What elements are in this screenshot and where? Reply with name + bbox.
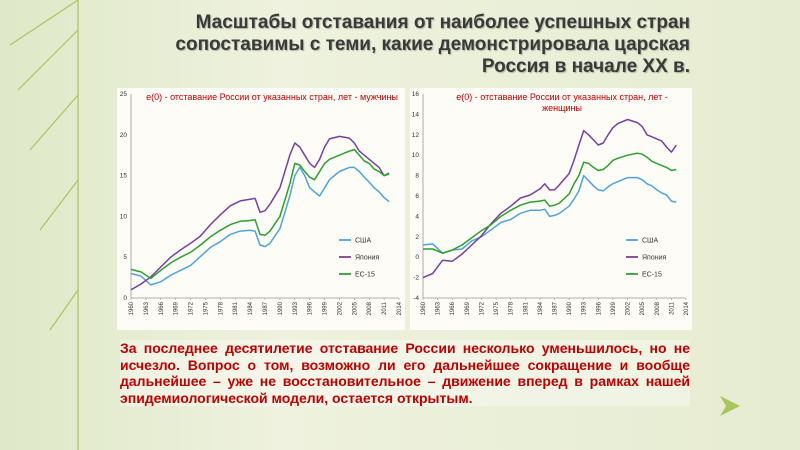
women-series-line-0 [422,174,677,254]
men-x-tick-label: 1972 [189,301,195,315]
men-x-tick-label: 1975 [203,301,209,315]
men-y-tick-label: 25 [120,91,128,98]
women-series-line-2 [423,152,677,254]
women-y-tick-label: 0 [415,254,419,261]
men-x-tick-label: 2002 [337,301,343,315]
women-x-tick-label: 2014 [684,301,690,315]
women-y-tick-label: 10 [412,152,420,159]
men-y-tick-label: 10 [120,213,128,220]
men-x-tick-label: 1969 [174,301,180,315]
women-x-tick-label: 1966 [450,301,456,315]
men-y-tick-label: 15 [120,173,128,180]
men-x-tick-label: 1987 [263,301,269,315]
men-x-tick-label: 1978 [218,301,224,315]
women-y-tick-label: -2 [413,275,419,282]
men-x-tick-label: 1990 [278,301,284,315]
women-x-tick-label: 2008 [655,301,661,315]
women-y-tick-label: 6 [415,193,419,200]
men-x-tick-label: 1984 [248,301,254,315]
men-x-tick-label: 1999 [323,301,329,315]
women-y-tick-label: -4 [413,295,419,302]
women-x-tick-label: 1960 [421,301,427,315]
women-x-tick-label: 1990 [567,301,573,315]
men-x-tick-label: 2014 [397,301,403,315]
women-x-tick-label: 2005 [640,301,646,315]
women-x-tick-label: 1975 [494,301,500,315]
men-series-line-0 [130,166,390,286]
women-y-tick-label: 14 [412,111,420,118]
slide-caption: За последнее десятилетие отставание Росс… [120,340,690,407]
women-x-tick-label: 2002 [626,301,632,315]
men-legend-label: США [355,238,371,245]
women-x-tick-label: 1999 [611,301,617,315]
decorative-lines [9,0,79,450]
chart-title-men: e(0) - отставание России от указанных ст… [146,92,398,102]
women-x-tick-label: 2011 [669,301,675,315]
men-series-line-1 [130,135,390,291]
men-x-tick-label: 1996 [308,301,314,315]
women-x-tick-label: 1972 [479,301,485,315]
women-legend-label: США [642,238,658,245]
men-x-tick-label: 1966 [159,301,165,315]
women-x-tick-label: 1993 [582,301,588,315]
women-y-tick-label: 4 [415,213,419,220]
men-y-tick-label: 0 [123,295,127,302]
men-legend-label: Япония [355,255,380,262]
women-x-tick-label: 1978 [509,301,515,315]
chart-title-women: e(0) - отставание России от указанных ст… [456,92,668,113]
men-x-tick-label: 1960 [129,301,135,315]
women-y-tick-label: 2 [415,234,419,241]
chart-women: -4 -2 0 2 4 6 8 10 12 14 16 1960 1963 1966 1969 1972 197… [410,88,692,330]
women-series-line-1 [422,118,677,279]
women-y-tick-label: 12 [412,132,420,139]
arrow-icon [720,396,740,416]
men-series-line-2 [130,148,390,280]
women-y-tick-label: 8 [415,173,419,180]
men-x-tick-label: 2011 [382,301,388,315]
men-legend-label: ЕС-15 [355,272,375,279]
slide-title: Масштабы отставания от наиболее успешных… [175,12,690,77]
women-x-tick-label: 1987 [553,301,559,315]
women-y-tick-label: 16 [412,91,420,98]
men-y-tick-label: 20 [120,132,128,139]
chart-men: 0 5 10 15 20 25 1960 1963 1966 1969 1972 1975 1978 19… [117,88,405,330]
men-y-tick-label: 5 [123,254,127,261]
women-x-tick-label: 1996 [596,301,602,315]
men-x-tick-label: 2008 [367,301,373,315]
men-x-tick-label: 2005 [352,301,358,315]
women-x-tick-label: 1969 [465,301,471,315]
men-x-tick-label: 1963 [144,301,150,315]
men-x-tick-label: 1981 [233,301,239,315]
women-legend-label: ЕС-15 [642,272,662,279]
women-x-tick-label: 1984 [538,301,544,315]
women-x-tick-label: 1963 [436,301,442,315]
women-x-tick-label: 1981 [523,301,529,315]
men-x-tick-label: 1993 [293,301,299,315]
women-legend-label: Япония [642,255,667,262]
